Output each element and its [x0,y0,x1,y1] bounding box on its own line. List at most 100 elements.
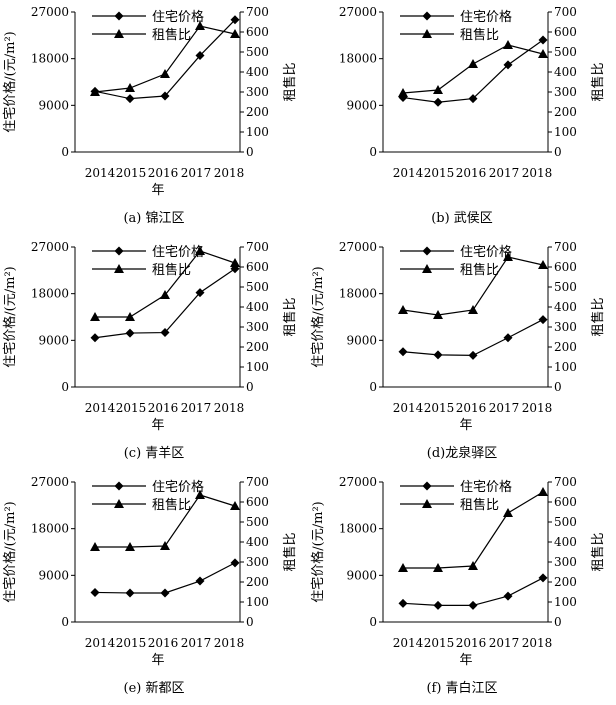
right-tick-label: 200 [246,340,269,354]
right-tick-label: 300 [554,85,577,99]
chart-panel-d: 0 9000 18000 27000 0 100 200 300 400 500 600 700 201… [308,235,616,470]
y-axis-title: 住宅价格/(元/m²) [2,31,18,132]
left-tick-label: 18000 [31,52,69,66]
data-point-price [125,94,135,104]
data-point-ratio [538,487,548,496]
y2-axis-title: 租售比 [282,62,298,101]
y2-axis-title: 租售比 [282,297,298,336]
data-point-ratio [398,88,408,97]
data-point-ratio [230,258,240,267]
legend-marker-triangle [422,29,432,38]
left-tick-label: 0 [369,380,377,394]
data-point-price [160,91,170,101]
right-tick-label: 200 [246,575,269,589]
chart-caption: (a) 锦江区 [123,211,184,226]
right-tick-label: 0 [554,145,562,159]
x-tick-label: 2016 [456,636,487,650]
data-point-price [398,598,408,608]
right-tick-label: 200 [554,575,577,589]
right-tick-label: 500 [246,515,269,529]
right-tick-label: 0 [554,615,562,629]
data-point-ratio [468,561,478,570]
legend-marker-triangle [114,29,124,38]
right-tick-label: 0 [246,380,254,394]
x-tick-label: 2016 [148,636,179,650]
chart-panel-c: 0 9000 18000 27000 0 100 200 300 400 500 600 700 201… [0,235,308,470]
legend-marker-diamond [114,481,124,491]
y2-axis-title: 租售比 [590,297,606,336]
chart-caption: (e) 新都区 [124,680,185,696]
x-tick-label: 2015 [424,401,455,415]
right-tick-label: 200 [246,105,269,119]
right-tick-label: 400 [554,65,577,79]
left-tick-label: 27000 [339,5,377,19]
x-tick-label: 2017 [489,636,520,650]
chart-svg-e: 0 9000 18000 27000 0 100 200 300 400 500 600 700 201… [2,475,298,696]
x-tick-label: 2014 [85,401,116,415]
right-tick-label: 100 [246,125,269,139]
right-tick-label: 500 [554,515,577,529]
legend-marker-diamond [114,246,124,256]
x-tick-label: 2017 [181,401,212,415]
chart-svg-c: 0 9000 18000 27000 0 100 200 300 400 500 600 700 201… [2,240,298,461]
x-tick-label: 2017 [489,166,520,180]
data-point-ratio [90,312,100,321]
x-tick-label: 2018 [522,636,553,650]
chart-panel-e: 0 9000 18000 27000 0 100 200 300 400 500 600 700 201… [0,470,308,705]
legend-label: 住宅价格 [460,9,512,25]
right-tick-label: 600 [246,260,269,274]
data-point-ratio [160,290,170,299]
chart-svg-d: 0 9000 18000 27000 0 100 200 300 400 500 600 700 201… [310,240,606,461]
legend-marker-triangle [422,264,432,273]
left-tick-label: 18000 [339,287,377,301]
data-point-price [468,94,478,104]
y-axis-title: 住宅价格/(元/m²) [310,266,326,367]
data-point-price [195,576,205,586]
right-tick-label: 700 [246,475,269,489]
data-point-ratio [90,87,100,96]
y2-axis-title: 租售比 [282,532,298,571]
x-tick-label: 2018 [214,636,245,650]
left-tick-label: 0 [61,615,69,629]
x-tick-label: 2016 [456,166,487,180]
legend-marker-diamond [422,11,432,21]
data-point-ratio [503,252,513,261]
right-tick-label: 0 [246,145,254,159]
legend-label: 租售比 [460,262,499,278]
right-tick-label: 300 [246,85,269,99]
left-tick-label: 9000 [346,568,377,582]
series-line-price [402,39,544,103]
x-tick-label: 2017 [181,166,212,180]
x-tick-label: 2014 [393,166,424,180]
chart-svg-b: 0 9000 18000 27000 0 100 200 300 400 500 600 700 201… [339,5,606,226]
right-tick-label: 400 [554,300,577,314]
chart-panel-a: 0 9000 18000 27000 0 100 200 300 400 500 600 700 201… [0,0,308,235]
x-tick-label: 2015 [424,636,455,650]
data-point-ratio [538,260,548,269]
right-tick-label: 0 [246,615,254,629]
x-tick-label: 2018 [214,166,245,180]
chart-caption: (f) 青白江区 [426,680,497,696]
data-point-ratio [230,501,240,510]
right-tick-label: 500 [554,280,577,294]
x-tick-label: 2016 [148,401,179,415]
x-axis-title: 年 [151,653,164,668]
left-tick-label: 27000 [31,240,69,254]
x-tick-label: 2016 [456,401,487,415]
right-tick-label: 400 [554,535,577,549]
right-tick-label: 300 [554,320,577,334]
right-tick-label: 500 [246,45,269,59]
data-point-price [125,328,135,338]
data-point-ratio [160,69,170,78]
left-tick-label: 0 [369,615,377,629]
chart-caption: (c) 青羊区 [124,445,185,461]
data-point-price [433,97,443,107]
right-tick-label: 600 [554,495,577,509]
right-tick-label: 700 [554,475,577,489]
legend-marker-diamond [422,246,432,256]
legend-label: 住宅价格 [152,479,204,495]
legend-label: 租售比 [152,262,191,278]
x-tick-label: 2014 [85,166,116,180]
chart-svg-f: 0 9000 18000 27000 0 100 200 300 400 500 600 700 201… [310,475,606,696]
x-tick-label: 2014 [393,636,424,650]
